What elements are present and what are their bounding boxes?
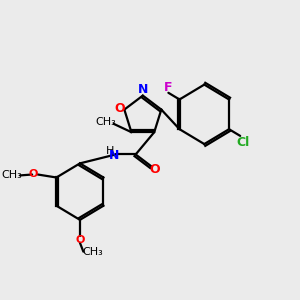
Text: CH₃: CH₃ (1, 170, 22, 180)
Text: CH₃: CH₃ (82, 247, 103, 256)
Text: O: O (114, 103, 124, 116)
Text: O: O (149, 163, 160, 176)
Text: H: H (106, 146, 115, 156)
Text: F: F (164, 81, 172, 94)
Text: CH₃: CH₃ (95, 117, 116, 127)
Text: Cl: Cl (236, 136, 250, 149)
Text: N: N (138, 83, 148, 96)
Text: N: N (109, 148, 119, 162)
Text: O: O (29, 169, 38, 178)
Text: O: O (75, 236, 85, 245)
